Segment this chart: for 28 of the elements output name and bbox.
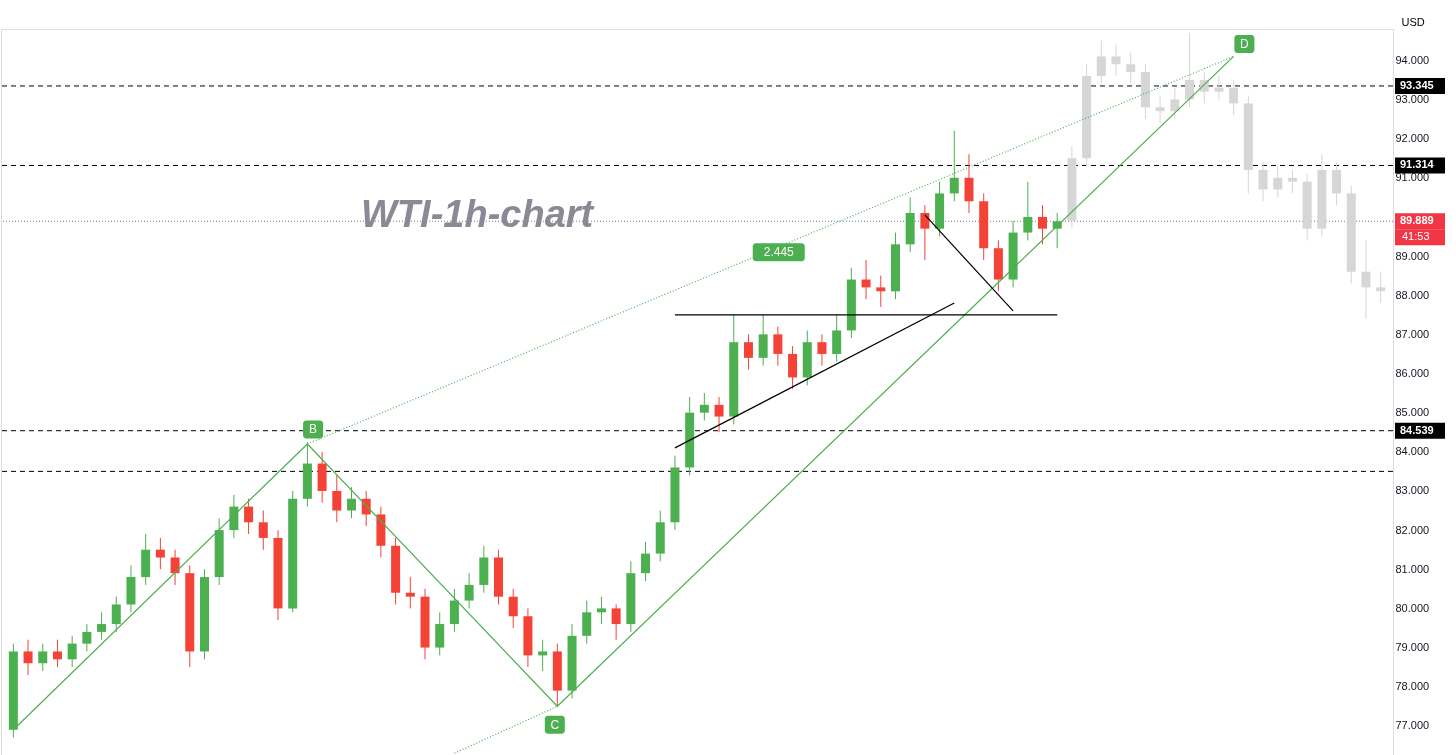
y-tick-label: 78.000 bbox=[1395, 680, 1430, 693]
annotation: B bbox=[309, 422, 318, 437]
y-tick-label: 92.000 bbox=[1395, 132, 1430, 145]
annotation: D bbox=[1240, 36, 1250, 51]
y-tick-label: 88.000 bbox=[1395, 288, 1430, 301]
annotation: 2.445 bbox=[763, 245, 795, 260]
y-tick-label: 93.000 bbox=[1395, 92, 1430, 105]
y-tick-label: 87.000 bbox=[1395, 327, 1430, 340]
text: WTI-1h-chart bbox=[361, 193, 595, 235]
y-tick-label: 80.000 bbox=[1395, 601, 1430, 614]
y-tick-label: 81.000 bbox=[1395, 562, 1430, 575]
y-tick-label: 82.000 bbox=[1395, 523, 1430, 536]
y-tick-label: 85.000 bbox=[1395, 406, 1430, 419]
ref-line-label: 91.314 bbox=[1400, 158, 1435, 171]
y-tick-label: 83.000 bbox=[1395, 484, 1430, 497]
y-tick-label: 89.000 bbox=[1395, 249, 1430, 262]
text: 41:53 bbox=[1402, 230, 1430, 243]
annotation: C bbox=[550, 717, 560, 732]
y-tick-label: 77.000 bbox=[1395, 719, 1430, 732]
y-tick-label: 84.000 bbox=[1395, 445, 1430, 458]
y-tick-label: 91.000 bbox=[1395, 171, 1430, 184]
y-tick-label: 86.000 bbox=[1395, 367, 1430, 380]
y-axis-title: USD bbox=[1401, 15, 1425, 28]
ref-line-label: 84.539 bbox=[1400, 423, 1434, 436]
y-tick-label: 94.000 bbox=[1395, 53, 1430, 66]
ref-line-label: 89.889 bbox=[1400, 214, 1434, 227]
y-tick-label: 79.000 bbox=[1395, 641, 1430, 654]
ref-line-label: 93.345 bbox=[1400, 78, 1434, 91]
